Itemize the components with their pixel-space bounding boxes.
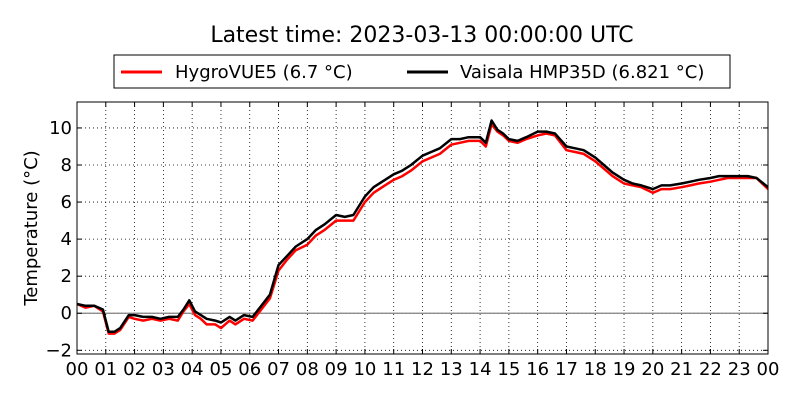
x-tick-label: 11 (382, 359, 405, 380)
series-line-vaisala (76, 119, 769, 334)
x-tick-label: 22 (699, 359, 722, 380)
legend: HygroVUE5 (6.7 °C) Vaisala HMP35D (6.821… (113, 54, 731, 89)
y-tick-label: 6 (61, 192, 72, 213)
x-tick-label: 17 (555, 359, 578, 380)
x-tick-label: 20 (641, 359, 664, 380)
legend-label-hygrovue: HygroVUE5 (6.7 °C) (175, 62, 353, 83)
x-tick-label: 07 (267, 359, 290, 380)
x-tick-label: 04 (181, 359, 204, 380)
x-tick-label: 12 (411, 359, 434, 380)
y-tick-label: 10 (49, 118, 72, 139)
x-tick-label: 14 (469, 359, 492, 380)
x-tick-label: 16 (526, 359, 549, 380)
x-tick-label: 00 (757, 359, 780, 380)
x-tick-label: 00 (66, 359, 89, 380)
chart-title: Latest time: 2023-03-13 00:00:00 UTC (210, 23, 633, 48)
x-tick-label: 05 (210, 359, 233, 380)
x-tick-label: 03 (152, 359, 175, 380)
y-tick-label: 2 (61, 266, 72, 287)
x-tick-label: 02 (123, 359, 146, 380)
x-tick-label: 19 (613, 359, 636, 380)
y-tick-label: 8 (61, 155, 72, 176)
series-line-hygrovue (76, 122, 769, 335)
x-tick-label: 21 (670, 359, 693, 380)
axis-ticks: 00 01 02 03 04 05 06 07 08 09 10 11 12 13 14 15 16 17 18 19… (45, 102, 779, 380)
x-tick-label: 08 (296, 359, 319, 380)
y-tick-label: 0 (61, 303, 72, 324)
x-tick-label: 23 (728, 359, 751, 380)
x-tick-label: 01 (94, 359, 117, 380)
legend-label-vaisala: Vaisala HMP35D (6.821 °C) (460, 62, 704, 83)
x-tick-label: 10 (353, 359, 376, 380)
x-tick-label: 06 (238, 359, 261, 380)
x-tick-label: 15 (497, 359, 520, 380)
x-tick-label: 18 (584, 359, 607, 380)
y-axis-label: Temperature (°C) (21, 150, 42, 306)
y-tick-label: 4 (61, 229, 72, 250)
y-tick-label: −2 (45, 340, 72, 361)
x-tick-label: 09 (325, 359, 348, 380)
x-tick-label: 13 (440, 359, 463, 380)
